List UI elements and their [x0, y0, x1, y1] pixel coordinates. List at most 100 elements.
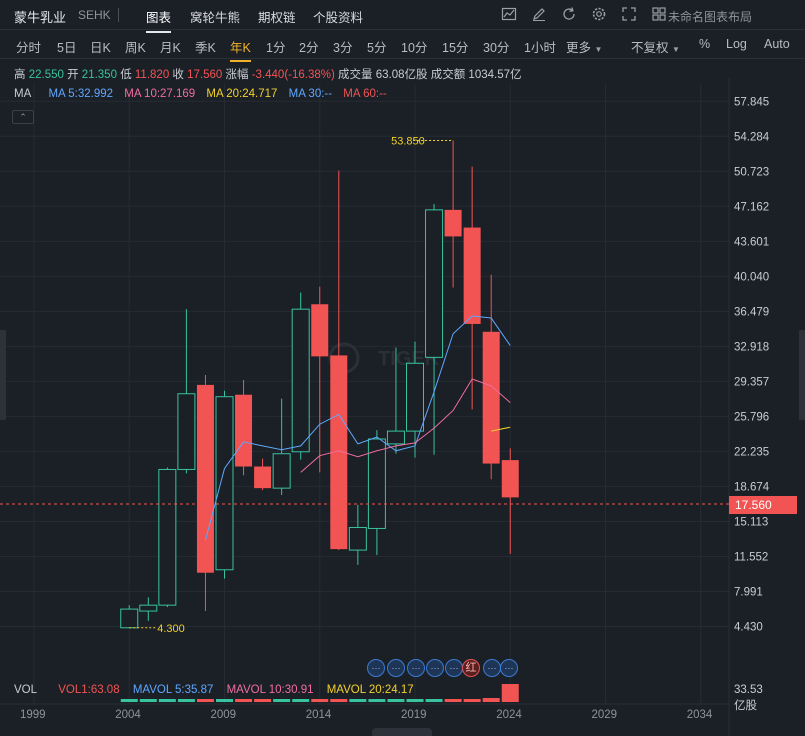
- candle-body: [425, 209, 444, 358]
- interval-weekly[interactable]: 周K: [125, 41, 146, 55]
- event-badge[interactable]: ···: [500, 659, 518, 677]
- interval-10min[interactable]: 10分: [401, 41, 428, 55]
- interval-1min[interactable]: 1分: [266, 41, 286, 55]
- close-label: 收: [172, 69, 184, 81]
- interval-yearly[interactable]: 年K: [230, 37, 251, 62]
- candle-body: [235, 394, 253, 467]
- event-badge[interactable]: ···: [407, 659, 425, 677]
- year-tick-label: 2009: [211, 709, 237, 721]
- volume-bar: [387, 699, 405, 702]
- log-toggle[interactable]: Log: [726, 37, 747, 51]
- price-tick-label: 18.674: [734, 481, 770, 493]
- candle-body: [482, 331, 500, 464]
- event-badge[interactable]: ···: [445, 659, 463, 677]
- amount-value: 1034.57亿: [468, 69, 522, 81]
- refresh-icon[interactable]: [561, 6, 577, 22]
- price-tick-label: 22.235: [734, 446, 769, 458]
- price-tick-label: 40.040: [734, 271, 769, 283]
- volume-bar: [425, 699, 443, 702]
- interval-quarterly[interactable]: 季K: [195, 41, 216, 55]
- top-bar: 蒙牛乳业 SEHK 图表 窝轮牛熊 期权链 个股资料 未命名图表布局: [0, 0, 805, 33]
- close-value: 17.560: [187, 69, 223, 81]
- interval-intraday[interactable]: 分时: [16, 41, 42, 55]
- change-label: 涨幅: [225, 69, 249, 81]
- ma60-value: MA 60:--: [343, 88, 387, 100]
- interval-5day[interactable]: 5日: [57, 41, 77, 55]
- percent-toggle[interactable]: %: [699, 37, 711, 51]
- open-value: 21.350: [81, 69, 117, 81]
- open-label: 开: [67, 69, 79, 81]
- interval-30min[interactable]: 30分: [483, 41, 510, 55]
- candle-body: [158, 468, 177, 606]
- volume-legend: VOL VOL1:63.08 MAVOL 5:35.87 MAVOL 10:30…: [14, 684, 414, 696]
- dividend-badge[interactable]: 红: [462, 659, 480, 677]
- volume-bars: [120, 684, 519, 702]
- tab-options[interactable]: 期权链: [258, 11, 296, 25]
- left-panel-handle[interactable]: [0, 330, 6, 420]
- candlestick-chart[interactable]: TIGER 57.845 54.284 50.723 47.162 43.601 40.0…: [0, 78, 805, 736]
- right-panel-handle[interactable]: [799, 330, 805, 420]
- ma-legend[interactable]: MA MA 5:32.992 MA 10:27.169 MA 20:24.717…: [14, 88, 387, 100]
- grid-layout-icon[interactable]: [651, 6, 667, 22]
- candle-body: [444, 209, 462, 237]
- adjust-dropdown[interactable]: 不复权 ▼: [631, 37, 680, 56]
- interval-monthly[interactable]: 月K: [160, 41, 181, 55]
- interval-5min[interactable]: 5分: [367, 41, 387, 55]
- price-tick-label: 54.284: [734, 131, 770, 143]
- price-tick-label: 57.845: [734, 96, 769, 108]
- ma-label[interactable]: MA: [14, 88, 32, 100]
- interval-15min[interactable]: 15分: [442, 41, 469, 55]
- chevron-down-icon: ▼: [594, 45, 603, 54]
- interval-daily[interactable]: 日K: [90, 41, 111, 55]
- event-badge[interactable]: ···: [387, 659, 405, 677]
- event-badge[interactable]: ···: [367, 659, 385, 677]
- interval-2min[interactable]: 2分: [299, 41, 319, 55]
- mavol20-value: MAVOL 20:24.17: [326, 684, 414, 696]
- volume-bar: [196, 699, 214, 702]
- collapse-chevron-icon[interactable]: ⌃: [12, 110, 34, 124]
- tab-chart[interactable]: 图表: [146, 7, 172, 33]
- candle-body: [406, 362, 424, 432]
- high-value: 22.550: [28, 69, 64, 81]
- ma5-line: [204, 315, 511, 541]
- price-tick-label: 11.552: [734, 551, 768, 563]
- extreme-markers: 53.850 4.300: [129, 136, 454, 635]
- ma10-value: MA 10:27.169: [124, 88, 196, 100]
- interval-3min[interactable]: 3分: [333, 41, 353, 55]
- volume-bar: [463, 699, 481, 702]
- tab-profile[interactable]: 个股资料: [313, 11, 364, 25]
- auto-toggle[interactable]: Auto: [764, 37, 790, 51]
- draw-icon[interactable]: [531, 6, 547, 22]
- adjust-label: 不复权: [631, 41, 669, 55]
- candle-body: [501, 460, 519, 498]
- tab-warrants[interactable]: 窝轮牛熊: [190, 11, 241, 25]
- bottom-panel-handle[interactable]: [372, 728, 432, 736]
- event-badge[interactable]: ···: [426, 659, 444, 677]
- candle-body: [272, 453, 291, 489]
- fullscreen-icon[interactable]: [621, 6, 637, 22]
- volume-axis-value: 33.53: [734, 684, 763, 696]
- volume-bar: [368, 699, 386, 702]
- volume-axis-unit: 亿股: [734, 700, 757, 712]
- interval-more[interactable]: 更多 ▼: [566, 37, 602, 56]
- candle-body: [177, 393, 196, 470]
- volume-bar: [406, 699, 424, 702]
- gear-icon[interactable]: [591, 6, 607, 22]
- current-price-tag: 17.560: [729, 496, 797, 514]
- interval-1hour[interactable]: 1小时: [524, 41, 556, 55]
- price-tick-label: 32.918: [734, 341, 769, 353]
- layout-name[interactable]: 未命名图表布局: [668, 10, 753, 24]
- ma10-line: [300, 378, 511, 473]
- year-tick-label: 2029: [592, 709, 618, 721]
- event-badge[interactable]: ···: [483, 659, 501, 677]
- volume-bar: [120, 699, 138, 702]
- year-tick-label: 2034: [687, 709, 713, 721]
- candle-body: [348, 526, 367, 551]
- chart-icon[interactable]: [501, 6, 517, 22]
- vol-label: VOL: [14, 684, 38, 696]
- price-tick-label: 50.723: [734, 166, 769, 178]
- candle-body: [291, 308, 310, 453]
- year-axis: 1999 2004 2009 2014 2019 2024 2029 2034: [20, 709, 713, 721]
- chevron-down-icon: ▼: [672, 45, 680, 54]
- price-tick-label: 25.796: [734, 411, 769, 423]
